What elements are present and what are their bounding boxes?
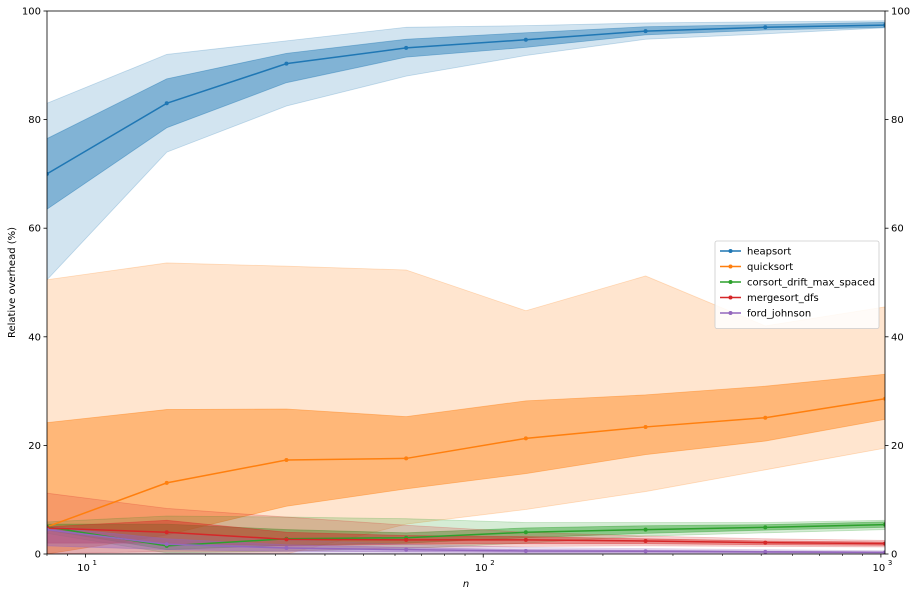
legend-label-ford_johnson: ford_johnson (747, 309, 811, 320)
data-point-ford_johnson (164, 542, 169, 547)
plot-frame (46, 10, 886, 555)
x-tick-label: 10 (873, 563, 886, 574)
y-tick-label-left: 40 (28, 332, 41, 343)
y-tick-label-right: 80 (891, 115, 904, 126)
legend-marker-heapsort (728, 249, 733, 253)
series-lines (47, 23, 885, 554)
legend-label-corsort_drift_max_spaced: corsort_drift_max_spaced (747, 278, 875, 289)
data-point-corsort_drift_max_spaced (883, 522, 885, 527)
data-point-quicksort (523, 436, 528, 441)
data-point-corsort_drift_max_spaced (523, 530, 528, 535)
legend-label-heapsort: heapsort (747, 247, 791, 258)
legend-marker-quicksort (728, 264, 733, 269)
y-tick-label-right: 40 (891, 332, 904, 343)
data-point-mergesort_dfs (404, 537, 409, 542)
data-point-mergesort_dfs (523, 537, 528, 542)
x-tick-exponent: 2 (490, 559, 494, 567)
data-point-heapsort (883, 23, 885, 28)
y-tick-label-left: 0 (35, 550, 41, 561)
y-tick-label-right: 20 (891, 441, 904, 452)
plot-border (46, 10, 886, 555)
x-tick-exponent: 3 (888, 559, 892, 567)
y-tick-label-left: 80 (28, 115, 41, 126)
y-tick-label-left: 60 (28, 224, 41, 235)
band-outer-quicksort (47, 262, 885, 554)
data-point-ford_johnson (404, 547, 409, 552)
data-point-mergesort_dfs (763, 540, 768, 545)
data-point-heapsort (284, 61, 289, 66)
data-point-quicksort (643, 424, 648, 429)
legend-box (714, 240, 880, 329)
y-tick-label-right: 60 (891, 224, 904, 235)
data-point-heapsort (404, 45, 409, 50)
band-outer-heapsort (47, 20, 885, 281)
data-point-corsort_drift_max_spaced (643, 527, 648, 532)
data-point-corsort_drift_max_spaced (763, 525, 768, 530)
series-line-mergesort_dfs (47, 527, 885, 545)
data-point-ford_johnson (47, 527, 49, 532)
data-point-mergesort_dfs (284, 537, 289, 542)
y-tick-label-left: 20 (28, 441, 41, 452)
data-point-heapsort (47, 171, 49, 176)
legend-marker-mergesort_dfs (728, 295, 733, 300)
band-inner-quicksort (47, 373, 885, 554)
data-point-ford_johnson (643, 549, 648, 554)
legend-label-quicksort: quicksort (747, 262, 793, 273)
y-axis-label: Relative overhead (%) (7, 227, 18, 338)
x-tick-label: 10 (475, 563, 488, 574)
data-point-quicksort (164, 480, 169, 485)
data-point-heapsort (763, 25, 768, 30)
legend-marker-ford_johnson (728, 311, 733, 315)
series-line-quicksort (47, 397, 885, 528)
legend: heapsort quicksort corsort_drift_max_space… (714, 240, 880, 329)
y-tick-label-right: 0 (891, 550, 897, 561)
band-inner-mergesort_dfs (47, 519, 885, 547)
data-point-heapsort (523, 37, 528, 42)
x-axis-label: n (463, 579, 469, 590)
series-line-heapsort (47, 24, 885, 175)
data-point-mergesort_dfs (883, 541, 885, 546)
y-tick-label-left: 100 (22, 7, 41, 18)
legend-marker-corsort_drift_max_spaced (728, 280, 733, 284)
legend-label-mergesort_dfs: mergesort_dfs (747, 293, 819, 304)
data-point-quicksort (763, 415, 768, 420)
data-point-heapsort (643, 29, 648, 34)
data-point-quicksort (404, 456, 409, 461)
data-point-quicksort (284, 458, 289, 463)
data-point-ford_johnson (523, 549, 528, 554)
data-point-mergesort_dfs (164, 530, 169, 535)
data-point-ford_johnson (284, 546, 289, 551)
x-tick-exponent: 1 (93, 559, 97, 567)
band-outer-mergesort_dfs (47, 492, 885, 554)
series-line-ford_johnson (47, 528, 885, 554)
band-inner-heapsort (47, 21, 885, 210)
data-point-ford_johnson (763, 549, 768, 554)
x-tick-label: 10 (77, 563, 90, 574)
data-point-quicksort (883, 396, 885, 401)
y-tick-label-right: 100 (891, 7, 910, 18)
data-point-heapsort (164, 101, 169, 106)
data-point-mergesort_dfs (643, 538, 648, 543)
data-point-ford_johnson (883, 550, 885, 554)
